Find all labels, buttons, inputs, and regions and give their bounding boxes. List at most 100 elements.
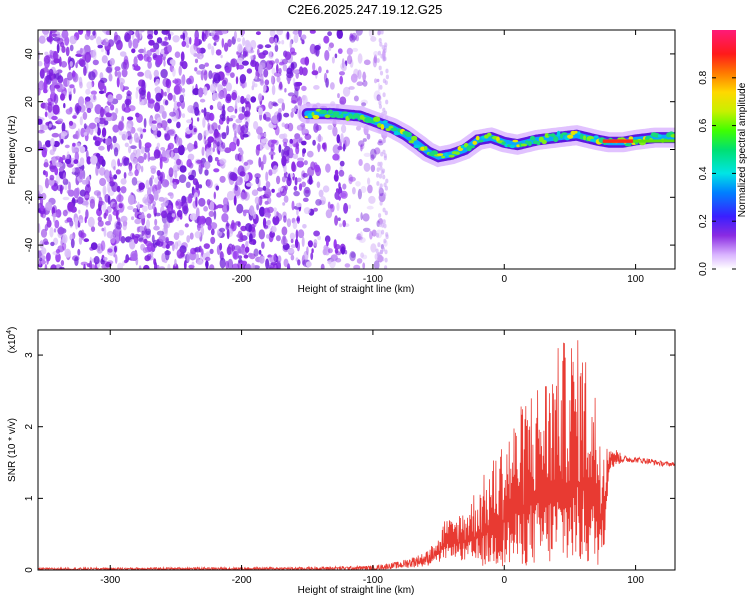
spectral-speck bbox=[348, 86, 355, 90]
spectral-speck bbox=[49, 49, 53, 55]
spectral-speck bbox=[121, 103, 126, 112]
spectral-speck bbox=[243, 254, 249, 259]
ridge-peak bbox=[670, 134, 675, 138]
spectral-speck bbox=[383, 48, 387, 54]
ridge-peak bbox=[561, 132, 568, 136]
spectral-speck bbox=[282, 138, 289, 144]
spectral-speck bbox=[295, 238, 299, 246]
spectral-speck bbox=[351, 32, 358, 41]
spectral-speck bbox=[143, 118, 147, 128]
spectral-speck bbox=[129, 165, 132, 174]
spectral-speck bbox=[346, 47, 353, 56]
colorbar-ticks: 0.0 0.2 0.4 0.6 0.8 bbox=[698, 70, 736, 276]
spectral-speck bbox=[200, 226, 205, 236]
ridge-peak bbox=[332, 111, 340, 116]
ridge-peak bbox=[340, 113, 344, 119]
ridge-peak bbox=[553, 136, 559, 143]
spectral-speck bbox=[316, 181, 321, 188]
spectral-speck bbox=[210, 222, 218, 230]
ridge-peak bbox=[529, 135, 536, 141]
spectral-speck bbox=[286, 218, 292, 228]
spectral-speck bbox=[156, 264, 160, 269]
spectral-speck bbox=[146, 91, 151, 101]
spectral-speck bbox=[51, 157, 57, 166]
spectral-speck bbox=[97, 220, 104, 227]
spectral-speck bbox=[110, 104, 115, 111]
spectral-speck bbox=[249, 55, 254, 60]
spectral-speck bbox=[43, 55, 51, 64]
spectral-speck bbox=[212, 92, 220, 101]
spectral-speck bbox=[230, 72, 235, 78]
spectral-speck bbox=[98, 145, 105, 151]
spectral-speck bbox=[318, 66, 322, 74]
spectral-speck bbox=[96, 36, 102, 46]
spectral-speck bbox=[384, 80, 388, 85]
spectral-speck bbox=[338, 223, 343, 228]
spectral-speck bbox=[342, 183, 347, 190]
spectral-speck bbox=[225, 223, 230, 227]
spectral-speck bbox=[120, 236, 126, 244]
ridge-peak bbox=[380, 124, 385, 130]
spectral-speck bbox=[370, 148, 377, 159]
ridge-peak bbox=[579, 133, 584, 140]
spectral-speck bbox=[153, 149, 161, 159]
spectral-speck bbox=[93, 256, 100, 265]
ridge-peak bbox=[520, 143, 528, 147]
spectral-speck bbox=[362, 213, 370, 222]
spectral-speck bbox=[153, 42, 160, 50]
spectral-speck bbox=[256, 203, 259, 211]
spectral-speck bbox=[50, 138, 55, 147]
spectral-speck bbox=[159, 156, 168, 162]
spectral-speck bbox=[69, 44, 74, 52]
spectral-speck bbox=[123, 157, 130, 166]
spectral-speck bbox=[207, 141, 212, 148]
spectral-speck bbox=[290, 244, 297, 249]
spectral-speck bbox=[296, 177, 302, 183]
spectral-speck bbox=[67, 78, 71, 87]
ridge-peak bbox=[583, 135, 587, 141]
spectral-speck bbox=[356, 81, 364, 86]
spectral-speck bbox=[313, 230, 320, 237]
spectral-speck bbox=[231, 92, 238, 101]
spectral-speck bbox=[79, 189, 86, 197]
spectral-speck bbox=[89, 35, 95, 41]
spectral-speck bbox=[289, 138, 294, 144]
spectral-speck bbox=[219, 257, 226, 269]
spectral-speck bbox=[68, 181, 71, 192]
spectral-speck bbox=[141, 230, 145, 236]
spectral-speck bbox=[160, 48, 165, 55]
spectral-speck bbox=[51, 33, 58, 38]
snr-ylabel: SNR (10 * v/v) bbox=[7, 418, 18, 482]
spectral-speck bbox=[367, 177, 371, 185]
spectral-speck bbox=[182, 32, 185, 41]
x-tick-label: -200 bbox=[232, 274, 252, 285]
spectral-speck bbox=[209, 83, 217, 94]
spectral-speck bbox=[62, 196, 70, 201]
spectral-speck bbox=[231, 219, 235, 229]
spectral-speck bbox=[375, 232, 380, 238]
spectral-speck bbox=[383, 238, 387, 244]
spectral-speck bbox=[167, 118, 172, 124]
spectral-speck bbox=[120, 81, 124, 91]
spectral-speck bbox=[115, 107, 119, 114]
spectral-speck bbox=[215, 49, 222, 56]
ridge-peak bbox=[423, 146, 428, 151]
spectral-speck bbox=[174, 84, 183, 95]
spectral-speck bbox=[48, 123, 52, 128]
spectral-speck bbox=[189, 232, 194, 240]
spectral-speck bbox=[129, 239, 136, 250]
spectral-speck bbox=[62, 154, 66, 161]
spectral-speck bbox=[206, 179, 213, 189]
spectral-speck bbox=[153, 30, 158, 36]
spectral-speck bbox=[213, 168, 220, 173]
spectral-speck bbox=[178, 137, 183, 147]
spectral-speck bbox=[258, 93, 263, 102]
spectral-speck bbox=[379, 165, 383, 171]
spectral-speck bbox=[327, 124, 333, 130]
spectral-speck bbox=[276, 63, 279, 74]
spectral-speck bbox=[381, 229, 385, 235]
spectral-speck bbox=[236, 138, 240, 147]
spectral-speck bbox=[185, 181, 191, 188]
spectral-speck bbox=[242, 209, 250, 214]
spectral-speck bbox=[69, 84, 75, 89]
